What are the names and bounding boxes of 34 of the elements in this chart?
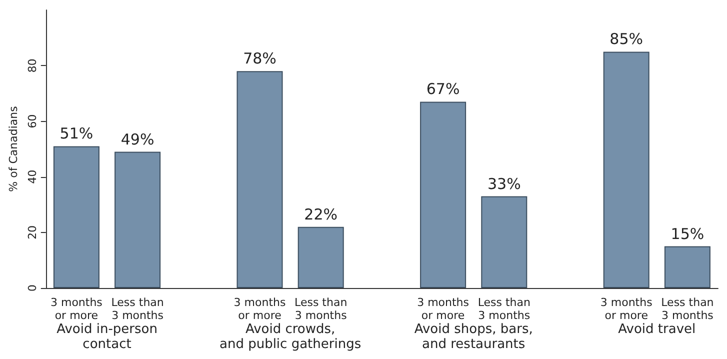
text: Avoid in-person contact [56, 322, 158, 352]
y-tick-label: 40 [26, 170, 39, 184]
x-tick-label: Less than 3 months [111, 296, 164, 322]
data-label: 85% [610, 30, 644, 48]
bar [603, 52, 650, 288]
y-tick-label: 60 [26, 114, 39, 128]
x-tick-label: Less than 3 months [478, 296, 530, 322]
text: Avoid travel [618, 322, 696, 337]
bar [53, 146, 100, 288]
x-tick-label: Less than 3 months [294, 296, 348, 322]
text: Avoid shops, bars, and restaurants [414, 322, 533, 352]
bar [481, 196, 528, 288]
bar [298, 226, 344, 288]
bar [114, 152, 161, 288]
x-tick-label: Less than 3 months [661, 296, 714, 322]
data-label: 78% [243, 50, 276, 68]
data-label: 49% [120, 130, 154, 148]
x-tick-label: 3 months or more [50, 296, 103, 322]
x-tick-label: 3 months or more [417, 296, 470, 322]
y-axis-title: % of Canadians [7, 106, 20, 192]
y-tick-label: 80 [26, 58, 39, 73]
x-tick-label: 3 months or more [234, 296, 286, 322]
x-tick-label: 3 months or more [600, 296, 653, 322]
bar [664, 246, 710, 288]
data-label: 67% [426, 80, 460, 98]
text: Avoid crowds, and public gatherings [219, 322, 362, 352]
y-tick-label: 20 [26, 225, 39, 240]
data-label: 51% [60, 124, 94, 143]
data-label: 22% [304, 205, 338, 224]
y-tick-label: 0 [26, 284, 39, 292]
bar [236, 71, 283, 288]
bar [420, 102, 466, 288]
data-label: 15% [670, 224, 704, 243]
data-label: 33% [487, 174, 521, 193]
